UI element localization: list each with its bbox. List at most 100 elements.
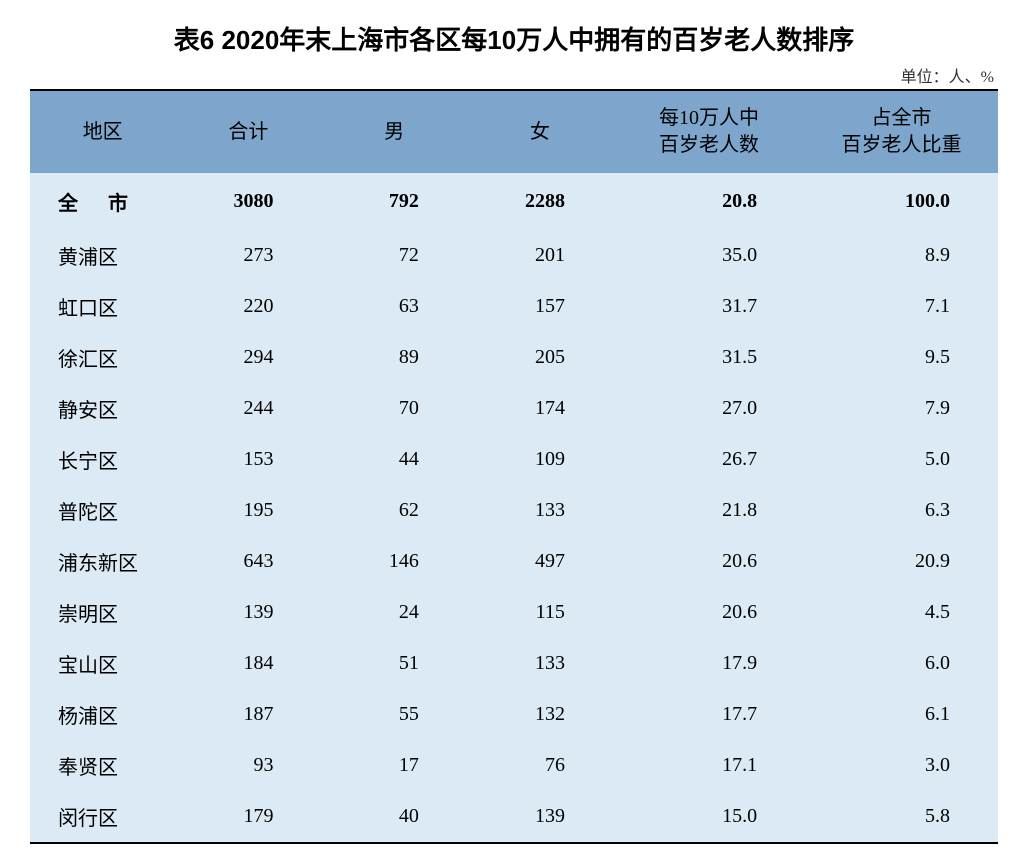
col-header-pct: 占全市百岁老人比重 [805, 90, 998, 173]
table-row: 黄浦区2737220135.08.9 [30, 230, 998, 281]
cell-region: 徐汇区 [30, 332, 175, 383]
cell-pct: 7.9 [805, 383, 998, 434]
cell-female: 205 [467, 332, 613, 383]
cell-region: 杨浦区 [30, 689, 175, 740]
table-row: 长宁区1534410926.75.0 [30, 434, 998, 485]
table-row: 静安区2447017427.07.9 [30, 383, 998, 434]
cell-male: 63 [321, 281, 466, 332]
header-row: 地区合计男女每10万人中百岁老人数占全市百岁老人比重 [30, 90, 998, 173]
cell-total: 643 [175, 536, 321, 587]
cell-per100k: 35.0 [613, 230, 805, 281]
cell-total: 139 [175, 587, 321, 638]
cell-male: 51 [321, 638, 466, 689]
cell-male: 17 [321, 740, 466, 791]
cell-pct: 9.5 [805, 332, 998, 383]
cell-region: 浦东新区 [30, 536, 175, 587]
cell-region: 奉贤区 [30, 740, 175, 791]
table-row: 徐汇区2948920531.59.5 [30, 332, 998, 383]
cell-female: 133 [467, 485, 613, 536]
col-header-female: 女 [467, 90, 613, 173]
cell-region: 闵行区 [30, 791, 175, 843]
table-row: 虹口区2206315731.77.1 [30, 281, 998, 332]
table-header: 地区合计男女每10万人中百岁老人数占全市百岁老人比重 [30, 90, 998, 173]
total-cell-per100k: 20.8 [613, 173, 805, 230]
table-row: 奉贤区93177617.13.0 [30, 740, 998, 791]
cell-per100k: 26.7 [613, 434, 805, 485]
total-row: 全市3080792228820.8100.0 [30, 173, 998, 230]
table-row: 普陀区1956213321.86.3 [30, 485, 998, 536]
cell-per100k: 17.1 [613, 740, 805, 791]
cell-per100k: 31.5 [613, 332, 805, 383]
cell-pct: 4.5 [805, 587, 998, 638]
cell-per100k: 15.0 [613, 791, 805, 843]
cell-pct: 6.3 [805, 485, 998, 536]
total-cell-male: 792 [321, 173, 466, 230]
cell-total: 294 [175, 332, 321, 383]
cell-total: 220 [175, 281, 321, 332]
unit-label: 单位：人、% [30, 63, 998, 87]
cell-per100k: 27.0 [613, 383, 805, 434]
cell-female: 174 [467, 383, 613, 434]
cell-total: 153 [175, 434, 321, 485]
cell-female: 139 [467, 791, 613, 843]
total-cell-region: 全市 [30, 173, 175, 230]
cell-female: 115 [467, 587, 613, 638]
col-header-region: 地区 [30, 90, 175, 173]
cell-total: 93 [175, 740, 321, 791]
cell-per100k: 31.7 [613, 281, 805, 332]
cell-male: 146 [321, 536, 466, 587]
cell-per100k: 20.6 [613, 587, 805, 638]
cell-female: 497 [467, 536, 613, 587]
cell-male: 89 [321, 332, 466, 383]
table-row: 闵行区1794013915.05.8 [30, 791, 998, 843]
cell-pct: 20.9 [805, 536, 998, 587]
cell-female: 109 [467, 434, 613, 485]
cell-region: 虹口区 [30, 281, 175, 332]
total-cell-female: 2288 [467, 173, 613, 230]
cell-female: 201 [467, 230, 613, 281]
cell-male: 40 [321, 791, 466, 843]
cell-per100k: 17.9 [613, 638, 805, 689]
cell-total: 184 [175, 638, 321, 689]
total-cell-pct: 100.0 [805, 173, 998, 230]
cell-male: 44 [321, 434, 466, 485]
cell-region: 黄浦区 [30, 230, 175, 281]
table-row: 宝山区1845113317.96.0 [30, 638, 998, 689]
table-row: 崇明区1392411520.64.5 [30, 587, 998, 638]
cell-pct: 5.8 [805, 791, 998, 843]
cell-per100k: 21.8 [613, 485, 805, 536]
cell-total: 179 [175, 791, 321, 843]
cell-region: 静安区 [30, 383, 175, 434]
cell-pct: 6.1 [805, 689, 998, 740]
table-row: 杨浦区1875513217.76.1 [30, 689, 998, 740]
cell-total: 244 [175, 383, 321, 434]
cell-pct: 3.0 [805, 740, 998, 791]
cell-pct: 6.0 [805, 638, 998, 689]
cell-total: 195 [175, 485, 321, 536]
cell-pct: 5.0 [805, 434, 998, 485]
cell-female: 76 [467, 740, 613, 791]
cell-male: 55 [321, 689, 466, 740]
table-title: 表6 2020年末上海市各区每10万人中拥有的百岁老人数排序 [30, 20, 998, 57]
cell-region: 宝山区 [30, 638, 175, 689]
cell-total: 273 [175, 230, 321, 281]
cell-male: 62 [321, 485, 466, 536]
total-cell-total: 3080 [175, 173, 321, 230]
cell-per100k: 17.7 [613, 689, 805, 740]
col-header-per100k: 每10万人中百岁老人数 [613, 90, 805, 173]
cell-pct: 7.1 [805, 281, 998, 332]
centenarians-table: 地区合计男女每10万人中百岁老人数占全市百岁老人比重 全市30807922288… [30, 89, 998, 844]
cell-region: 长宁区 [30, 434, 175, 485]
cell-pct: 8.9 [805, 230, 998, 281]
col-header-male: 男 [321, 90, 466, 173]
cell-male: 24 [321, 587, 466, 638]
table-body: 全市3080792228820.8100.0黄浦区2737220135.08.9… [30, 173, 998, 843]
cell-total: 187 [175, 689, 321, 740]
cell-male: 72 [321, 230, 466, 281]
cell-female: 132 [467, 689, 613, 740]
cell-female: 157 [467, 281, 613, 332]
cell-per100k: 20.6 [613, 536, 805, 587]
cell-male: 70 [321, 383, 466, 434]
cell-region: 崇明区 [30, 587, 175, 638]
cell-region: 普陀区 [30, 485, 175, 536]
